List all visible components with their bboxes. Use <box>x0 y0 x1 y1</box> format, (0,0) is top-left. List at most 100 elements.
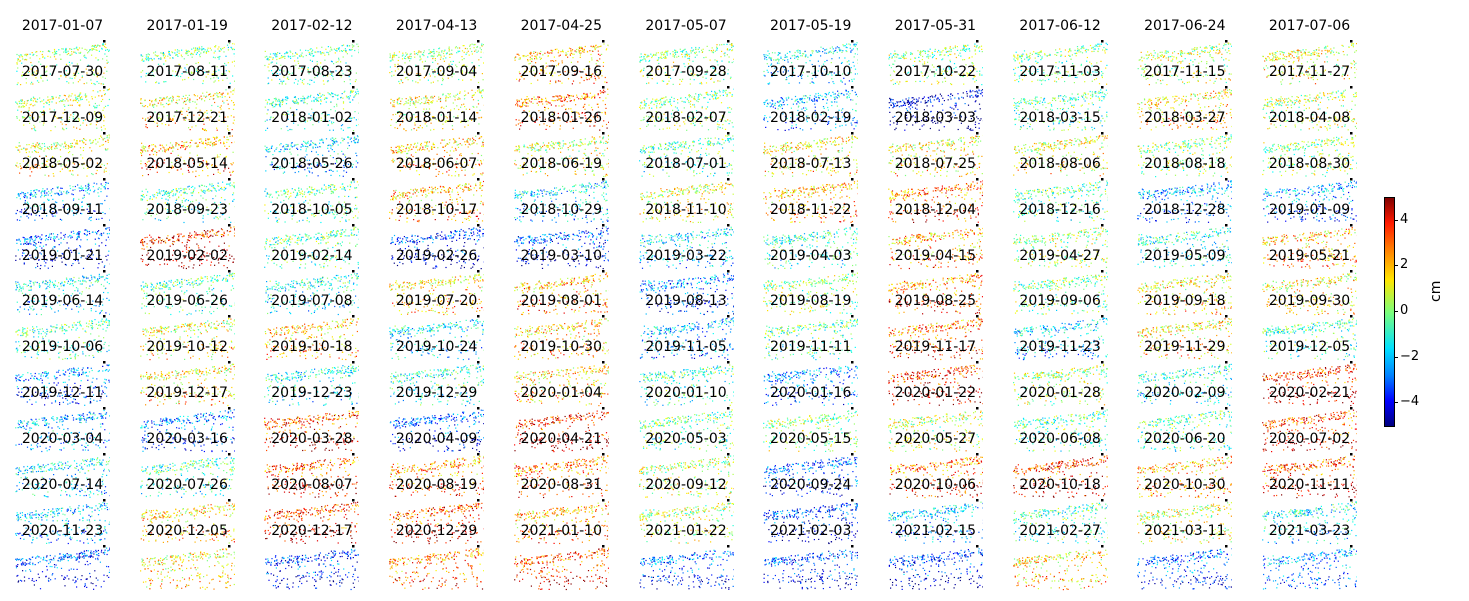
pixel-point <box>185 99 187 102</box>
pixel-point <box>763 119 766 121</box>
pixel-point <box>391 71 393 73</box>
pixel-point <box>647 124 649 126</box>
pixel-point <box>712 81 714 83</box>
pixel-point <box>684 53 686 55</box>
pixel-point <box>313 111 315 114</box>
pixel-point <box>429 101 432 103</box>
displacement-map <box>763 85 859 131</box>
pixel-point <box>265 99 267 101</box>
pixel-point <box>575 51 577 53</box>
pixel-point <box>791 62 793 64</box>
pixel-point <box>765 56 768 59</box>
pixel-point <box>418 51 420 53</box>
pixel-point <box>892 83 894 85</box>
pixel-point <box>814 103 816 105</box>
pixel-point <box>199 68 201 71</box>
pixel-point <box>1197 70 1199 72</box>
pixel-point <box>185 69 187 71</box>
pixel-point <box>454 99 456 101</box>
pixel-point <box>914 107 916 109</box>
pixel-point <box>156 55 158 57</box>
pixel-point <box>332 95 334 98</box>
pixel-point <box>1330 51 1332 53</box>
pixel-point <box>707 116 709 118</box>
pixel-point <box>920 51 922 53</box>
pixel-point <box>908 97 910 99</box>
pixel-point <box>432 58 434 60</box>
pixel-point <box>76 71 78 73</box>
pixel-point <box>800 97 802 100</box>
pixel-point <box>583 103 586 105</box>
pixel-point <box>655 66 657 68</box>
pixel-point <box>30 83 32 85</box>
pixel-point <box>1090 65 1093 67</box>
pixel-point <box>578 46 580 48</box>
pixel-point <box>431 115 434 118</box>
pixel-point <box>1020 58 1022 60</box>
pixel-point <box>570 99 572 102</box>
pixel-point <box>567 70 569 72</box>
pixel-point <box>194 94 196 97</box>
pixel-point <box>529 115 531 117</box>
pixel-point <box>939 68 942 70</box>
pixel-point <box>1350 62 1352 64</box>
pixel-point <box>1196 47 1199 49</box>
pixel-point <box>846 50 848 53</box>
pixel-point <box>565 107 567 110</box>
pixel-point <box>332 95 335 98</box>
pixel-point <box>1194 59 1196 61</box>
pixel-point <box>1187 81 1189 84</box>
pixel-point <box>75 96 77 98</box>
pixel-point <box>282 56 284 58</box>
pixel-point <box>482 88 484 91</box>
pixel-point <box>75 68 77 70</box>
pixel-point <box>1264 60 1266 62</box>
pixel-point <box>537 96 539 98</box>
pixel-point <box>335 70 337 72</box>
pixel-point <box>683 123 685 125</box>
pixel-point <box>274 52 277 55</box>
pixel-point <box>43 102 45 105</box>
pixel-point <box>518 78 521 80</box>
pixel-point <box>1300 72 1302 75</box>
pixel-point <box>729 111 731 113</box>
pixel-point <box>1181 55 1183 57</box>
pixel-point <box>921 50 923 52</box>
pixel-point <box>347 45 349 47</box>
pixel-point <box>816 100 818 102</box>
pixel-point <box>533 55 536 57</box>
pixel-point <box>22 71 24 73</box>
pixel-point <box>292 100 294 102</box>
pixel-point <box>1105 42 1107 44</box>
pixel-point <box>853 43 855 45</box>
pixel-point <box>1094 44 1097 46</box>
pixel-point <box>100 126 102 128</box>
pixel-point <box>104 46 106 48</box>
pixel-point <box>790 107 793 109</box>
pixel-point <box>340 76 343 78</box>
pixel-point <box>682 101 685 103</box>
pixel-point <box>392 55 394 57</box>
pixel-point <box>536 102 538 104</box>
pixel-point <box>340 96 342 99</box>
pixel-point <box>469 48 471 50</box>
pixel-point <box>46 79 48 81</box>
pixel-point <box>16 62 18 64</box>
pixel-point <box>1141 60 1144 62</box>
pixel-point <box>481 95 483 97</box>
pixel-point <box>438 51 440 53</box>
pixel-point <box>79 52 81 54</box>
pixel-point <box>550 104 552 106</box>
pixel-point <box>402 52 404 54</box>
pixel-point <box>968 50 971 52</box>
pixel-point <box>909 101 911 103</box>
pixel-point <box>104 128 106 130</box>
pixel-point <box>409 100 412 102</box>
pixel-point <box>38 61 40 63</box>
pixel-point <box>144 125 147 128</box>
pixel-point <box>419 56 421 58</box>
pixel-point <box>1168 59 1170 61</box>
pixel-point <box>1317 54 1319 56</box>
pixel-point <box>97 91 99 93</box>
pixel-point <box>346 120 348 122</box>
